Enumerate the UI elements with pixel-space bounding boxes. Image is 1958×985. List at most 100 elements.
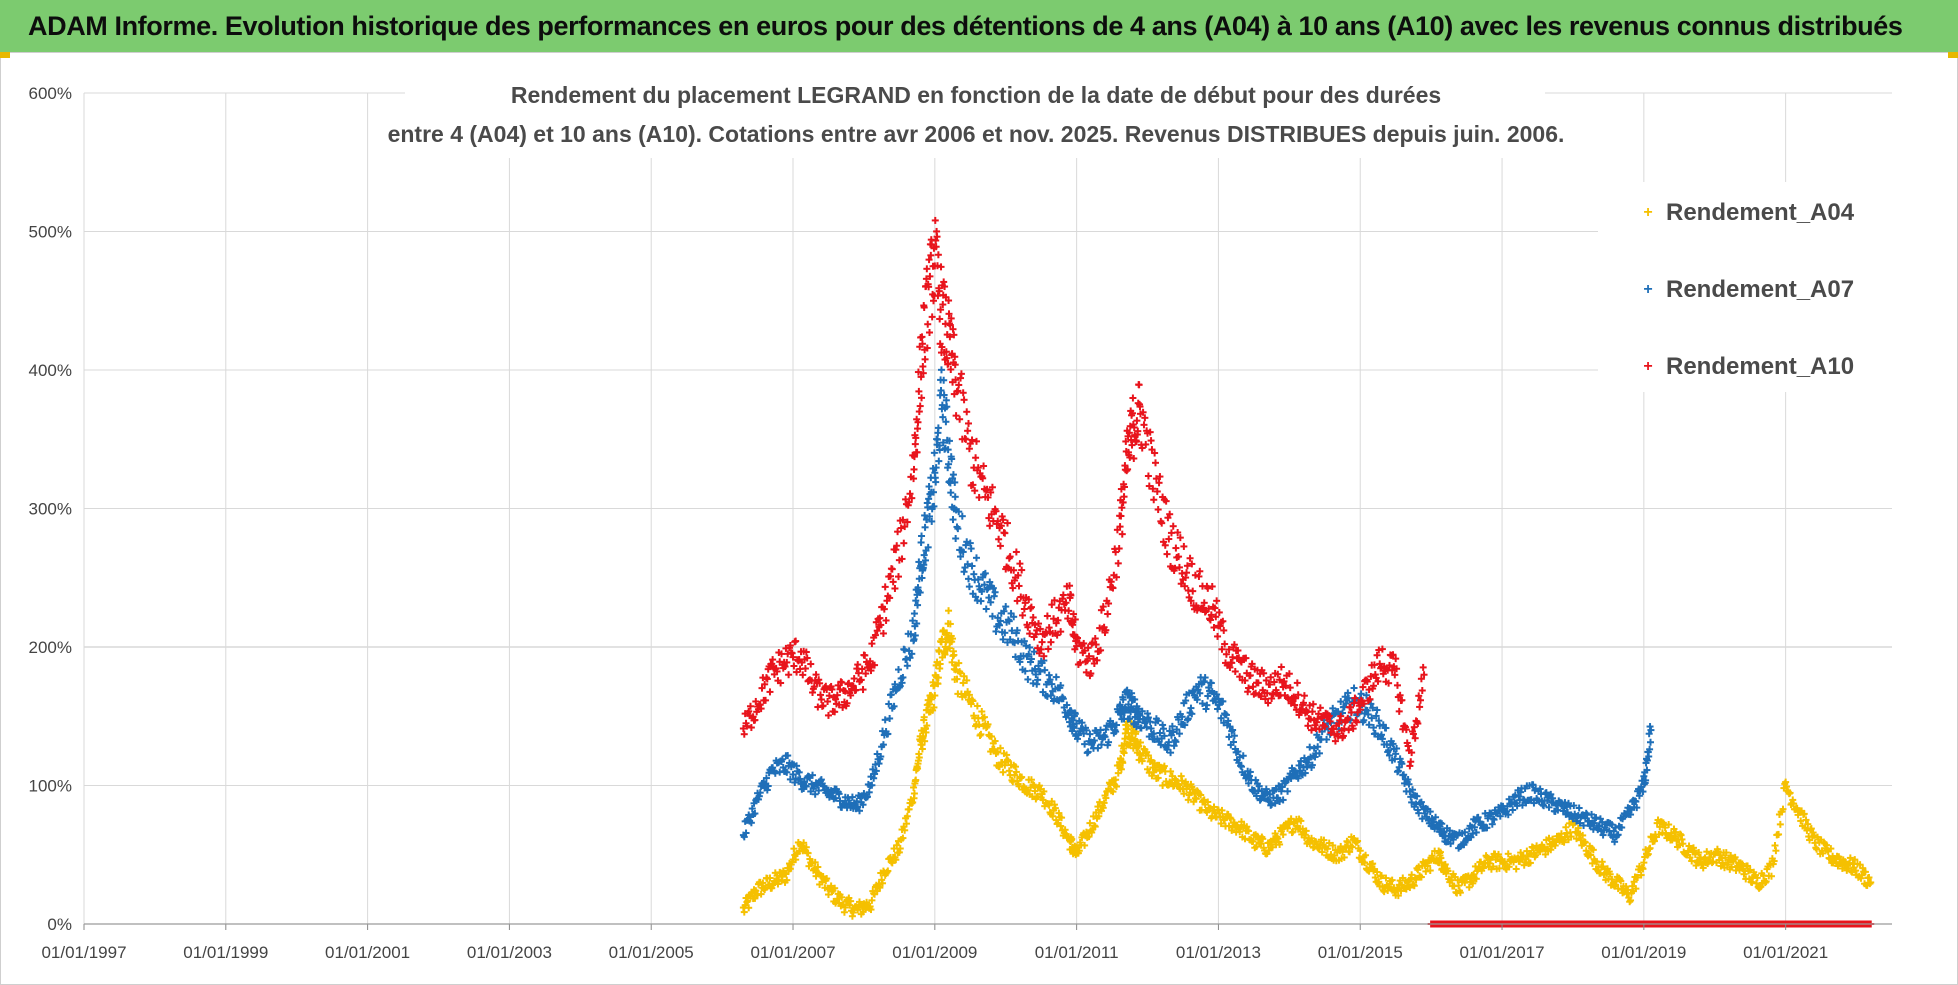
legend-marker-a10: + bbox=[1643, 358, 1652, 375]
report-header: ADAM Informe. Evolution historique des p… bbox=[0, 0, 1958, 52]
point-Rendement_A04 bbox=[847, 897, 855, 905]
point-Rendement_A07 bbox=[894, 666, 902, 674]
point-Rendement_A07 bbox=[1239, 752, 1247, 760]
point-Rendement_A04 bbox=[1027, 776, 1035, 784]
x-tick-label: 01/01/2001 bbox=[325, 943, 410, 962]
point-Rendement_A04 bbox=[934, 680, 942, 688]
point-Rendement_A10 bbox=[1150, 496, 1158, 504]
x-tick-label: 01/01/2003 bbox=[467, 943, 552, 962]
point-Rendement_A07 bbox=[1284, 787, 1292, 795]
y-tick-label: 300% bbox=[29, 500, 72, 519]
point-Rendement_A10 bbox=[740, 730, 748, 738]
point-Rendement_A04 bbox=[912, 776, 920, 784]
point-Rendement_A10 bbox=[1167, 529, 1175, 537]
point-Rendement_A04 bbox=[926, 700, 934, 708]
point-Rendement_A04 bbox=[910, 783, 918, 791]
point-Rendement_A07 bbox=[982, 605, 990, 613]
point-Rendement_A10 bbox=[996, 542, 1004, 550]
point-Rendement_A07 bbox=[934, 424, 942, 432]
x-tick-label: 01/01/1999 bbox=[183, 943, 268, 962]
corner-mark-right bbox=[1948, 52, 1958, 58]
point-Rendement_A04 bbox=[1182, 778, 1190, 786]
point-Rendement_A04 bbox=[1388, 876, 1396, 884]
point-Rendement_A04 bbox=[991, 737, 999, 745]
point-Rendement_A04 bbox=[1276, 840, 1284, 848]
legend-label-a07: Rendement_A07 bbox=[1666, 276, 1854, 303]
point-Rendement_A04 bbox=[1325, 839, 1333, 847]
point-Rendement_A04 bbox=[1075, 847, 1083, 855]
point-Rendement_A04 bbox=[1091, 823, 1099, 831]
point-Rendement_A07 bbox=[881, 716, 889, 724]
point-Rendement_A04 bbox=[959, 679, 967, 687]
point-Rendement_A04 bbox=[963, 676, 971, 684]
chart-title-line-2: entre 4 (A04) et 10 ans (A10). Cotations… bbox=[388, 121, 1565, 147]
point-Rendement_A04 bbox=[922, 728, 930, 736]
point-Rendement_A10 bbox=[972, 437, 980, 445]
point-Rendement_A04 bbox=[1073, 843, 1081, 851]
point-Rendement_A04 bbox=[1362, 851, 1370, 859]
point-Rendement_A04 bbox=[831, 884, 839, 892]
point-Rendement_A04 bbox=[1034, 792, 1042, 800]
point-Rendement_A04 bbox=[1284, 824, 1292, 832]
point-Rendement_A10 bbox=[1018, 566, 1026, 574]
point-Rendement_A04 bbox=[953, 675, 961, 683]
point-Rendement_A10 bbox=[910, 465, 918, 473]
point-Rendement_A04 bbox=[1245, 827, 1253, 835]
point-Rendement_A04 bbox=[977, 730, 985, 738]
point-Rendement_A10 bbox=[868, 640, 876, 648]
point-Rendement_A10 bbox=[854, 661, 862, 669]
point-Rendement_A10 bbox=[817, 695, 825, 703]
point-Rendement_A04 bbox=[1154, 774, 1162, 782]
point-Rendement_A10 bbox=[918, 394, 926, 402]
point-Rendement_A10 bbox=[1012, 548, 1020, 556]
point-Rendement_A04 bbox=[1144, 752, 1152, 760]
point-Rendement_A04 bbox=[1114, 769, 1122, 777]
point-Rendement_A04 bbox=[1051, 804, 1059, 812]
point-Rendement_A10 bbox=[1020, 605, 1028, 613]
point-Rendement_A10 bbox=[1009, 584, 1017, 592]
point-Rendement_A10 bbox=[916, 402, 924, 410]
point-Rendement_A04 bbox=[946, 620, 954, 628]
point-Rendement_A10 bbox=[1147, 437, 1155, 445]
point-Rendement_A04 bbox=[980, 713, 988, 721]
point-Rendement_A10 bbox=[1418, 686, 1426, 694]
x-tick-label: 01/01/2007 bbox=[750, 943, 835, 962]
point-Rendement_A04 bbox=[984, 720, 992, 728]
point-Rendement_A10 bbox=[1059, 591, 1067, 599]
point-Rendement_A10 bbox=[1152, 459, 1160, 467]
point-Rendement_A10 bbox=[1043, 612, 1051, 620]
point-Rendement_A10 bbox=[1120, 493, 1128, 501]
point-Rendement_A10 bbox=[975, 493, 983, 501]
point-Rendement_A10 bbox=[1308, 708, 1316, 716]
point-Rendement_A10 bbox=[1163, 550, 1171, 558]
point-Rendement_A04 bbox=[1040, 787, 1048, 795]
x-tick-label: 01/01/2015 bbox=[1318, 943, 1403, 962]
point-Rendement_A10 bbox=[1154, 506, 1162, 514]
point-Rendement_A07 bbox=[977, 597, 985, 605]
x-tick-label: 01/01/1997 bbox=[41, 943, 126, 962]
point-Rendement_A04 bbox=[1378, 872, 1386, 880]
point-Rendement_A04 bbox=[1004, 757, 1012, 765]
point-Rendement_A04 bbox=[949, 635, 957, 643]
point-Rendement_A10 bbox=[1395, 707, 1403, 715]
point-Rendement_A10 bbox=[1013, 597, 1021, 605]
point-Rendement_A04 bbox=[800, 839, 808, 847]
report-title: ADAM Informe. Evolution historique des p… bbox=[28, 10, 1903, 41]
point-Rendement_A10 bbox=[858, 665, 866, 673]
point-Rendement_A04 bbox=[919, 732, 927, 740]
point-Rendement_A04 bbox=[973, 702, 981, 710]
point-Rendement_A10 bbox=[1117, 512, 1125, 520]
point-Rendement_A04 bbox=[918, 745, 926, 753]
point-Rendement_A04 bbox=[1323, 845, 1331, 853]
point-Rendement_A04 bbox=[1776, 820, 1784, 828]
point-Rendement_A04 bbox=[1036, 785, 1044, 793]
point-Rendement_A07 bbox=[958, 512, 966, 520]
point-Rendement_A10 bbox=[801, 664, 809, 672]
point-Rendement_A04 bbox=[1068, 835, 1076, 843]
point-Rendement_A04 bbox=[969, 697, 977, 705]
point-Rendement_A04 bbox=[1147, 756, 1155, 764]
point-Rendement_A04 bbox=[915, 754, 923, 762]
point-Rendement_A04 bbox=[1031, 787, 1039, 795]
point-Rendement_A10 bbox=[1038, 638, 1046, 646]
